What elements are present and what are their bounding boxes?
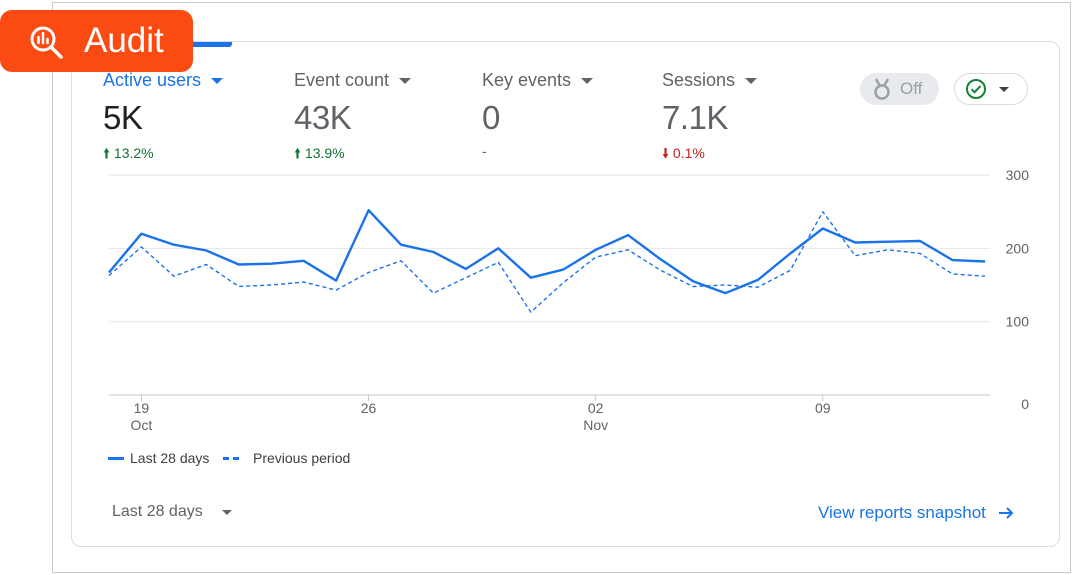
chevron-down-icon: [221, 509, 232, 515]
chevron-down-icon: [211, 77, 224, 84]
arrow-up-icon: 🠙: [103, 145, 111, 161]
legend-item-last-28-days: Last 28 days: [108, 450, 209, 466]
x-tick-sublabel: Oct: [131, 417, 153, 433]
metric-name[interactable]: Event count: [294, 70, 412, 91]
overview-card: [71, 41, 1060, 547]
date-range-label: Last 28 days: [112, 503, 203, 520]
metric-change: 🠛 0.1%: [662, 145, 705, 161]
legend-label: Previous period: [253, 450, 351, 466]
metric-value: 43K: [294, 99, 352, 136]
link-label: View reports snapshot: [818, 503, 986, 522]
metric-sessions[interactable]: Sessions 7.1K 🠛 0.1%: [662, 70, 758, 167]
x-tick-sublabel: Nov: [583, 417, 608, 433]
metric-value: 5K: [103, 99, 143, 136]
metric-change: 🠙 13.9%: [294, 145, 345, 161]
chevron-down-icon: [999, 86, 1009, 92]
chevron-down-icon: [581, 77, 594, 84]
y-tick-label: 100: [1006, 314, 1030, 330]
metric-name[interactable]: Sessions: [662, 70, 758, 91]
chevron-down-icon: [399, 77, 412, 84]
check-circle-icon: [966, 79, 986, 99]
metric-change: 🠙 13.2%: [103, 145, 154, 161]
x-tick-label: 19: [134, 400, 150, 416]
series-line-last-28-days: [108, 208, 986, 295]
audit-badge[interactable]: Audit: [0, 10, 193, 72]
legend-swatch-dashed: [223, 456, 241, 460]
metric-name[interactable]: Key events: [482, 70, 594, 91]
tab-indicator: [190, 42, 232, 47]
metric-name[interactable]: Active users: [103, 70, 224, 91]
status-dropdown[interactable]: [954, 73, 1028, 105]
insights-toggle[interactable]: Off: [860, 73, 939, 105]
metric-active-users[interactable]: Active users 5K 🠙 13.2%: [103, 70, 224, 167]
date-range-dropdown[interactable]: Last 28 days: [112, 503, 232, 521]
view-reports-snapshot-link[interactable]: View reports snapshot: [818, 503, 1014, 523]
x-tick-label: 02: [588, 400, 604, 416]
metric-key-events[interactable]: Key events 0 -: [482, 70, 594, 159]
legend-item-previous-period: Previous period: [223, 450, 350, 466]
x-tick-label: 26: [361, 400, 377, 416]
arrow-down-icon: 🠛: [662, 145, 670, 161]
legend-label: Last 28 days: [130, 450, 210, 466]
chevron-down-icon: [745, 77, 758, 84]
metric-value: 7.1K: [662, 99, 728, 136]
legend-swatch-solid: [108, 456, 124, 460]
y-tick-label: 200: [1006, 240, 1030, 256]
toggle-label: Off: [900, 79, 923, 98]
x-tick-label: 09: [815, 400, 831, 416]
series-line-previous-period: [108, 210, 986, 313]
audit-label: Audit: [84, 21, 164, 60]
y-tick-label: 0: [1021, 396, 1029, 412]
y-tick-label: 300: [1006, 167, 1030, 183]
metric-value: 0: [482, 99, 500, 136]
medal-icon: [874, 78, 890, 100]
arrow-right-icon: [998, 507, 1014, 519]
metric-event-count[interactable]: Event count 43K 🠙 13.9%: [294, 70, 412, 167]
arrow-up-icon: 🠙: [294, 145, 302, 161]
metric-change: -: [482, 143, 487, 159]
audit-search-icon: [30, 26, 63, 59]
